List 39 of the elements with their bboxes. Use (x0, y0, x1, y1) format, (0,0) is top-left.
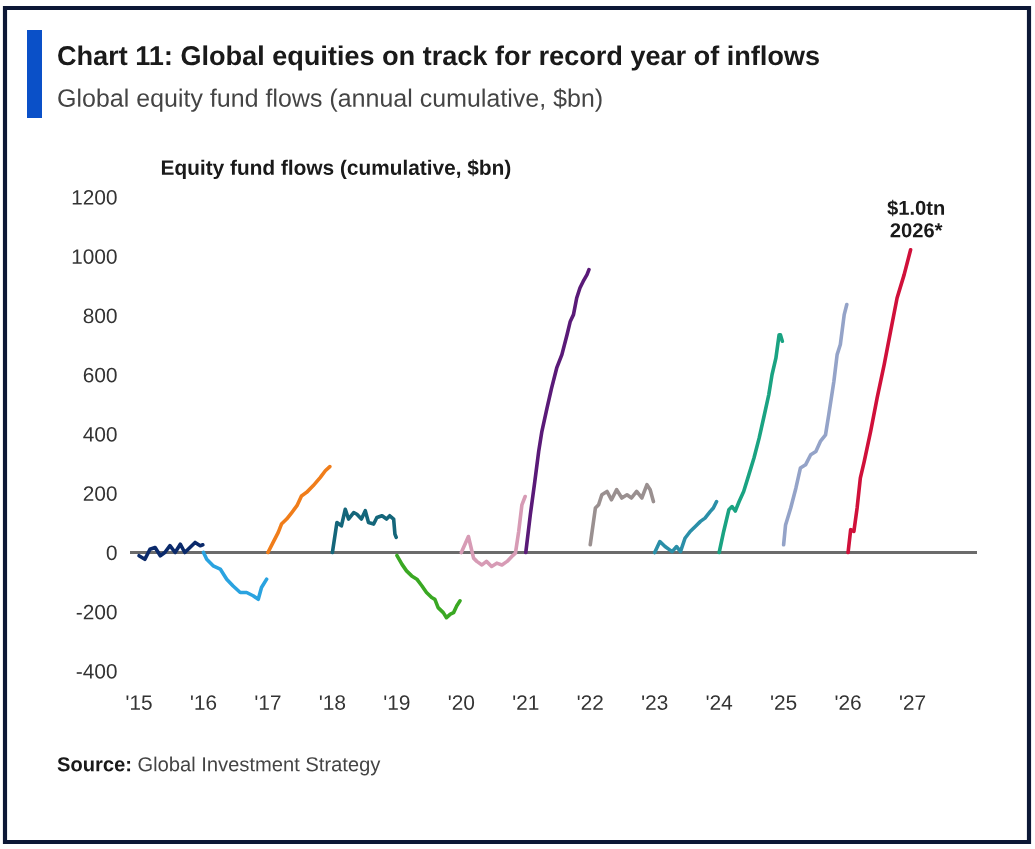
x-tick-label: '25 (771, 695, 797, 710)
y-tick-label: 0 (106, 545, 117, 561)
source-note: Source: Global Investment Strategy (57, 756, 381, 776)
y-tick-label: 400 (83, 427, 117, 442)
x-tick-label: '16 (190, 695, 217, 710)
line-series (781, 302, 849, 547)
x-tick-label: '19 (384, 695, 410, 710)
line-series (201, 550, 269, 602)
y-tick-label: 1200 (72, 190, 117, 205)
y-tick-label: 1000 (72, 249, 117, 264)
x-tick-label: '17 (255, 695, 281, 710)
line-series (459, 494, 527, 569)
y-tick-label: -400 (76, 664, 117, 679)
line-series (395, 553, 462, 620)
annotation: $1.0tn 2026* (887, 199, 945, 238)
y-tick-label: 200 (83, 486, 117, 501)
y-tick-label: 800 (83, 308, 117, 324)
line-series (652, 499, 719, 555)
y-tick-label: -200 (76, 604, 117, 620)
y-axis-title: Equity fund flows (cumulative, $bn) (161, 159, 511, 180)
x-tick-label: '20 (448, 695, 475, 710)
line-series (266, 464, 332, 555)
y-tick-label: 600 (83, 367, 117, 383)
chart-title: Chart 11: Global equities on track for record year of inflows (58, 45, 819, 71)
x-tick-label: '22 (577, 695, 603, 710)
chart-subtitle: Global equity fund flows (annual cumulative, $bn) (58, 88, 602, 112)
line-series (717, 332, 785, 555)
x-tick-label: '24 (706, 695, 733, 710)
line-series (588, 482, 656, 547)
x-tick-label: '23 (642, 695, 668, 710)
line-series (137, 540, 205, 562)
x-tick-label: '15 (126, 695, 152, 710)
line-series (523, 267, 591, 555)
line-series (330, 507, 399, 555)
line-series (846, 247, 913, 555)
x-tick-label: '27 (900, 695, 926, 710)
x-tick-label: '21 (513, 695, 539, 710)
x-tick-label: '26 (835, 695, 861, 710)
x-tick-label: '18 (319, 695, 346, 710)
